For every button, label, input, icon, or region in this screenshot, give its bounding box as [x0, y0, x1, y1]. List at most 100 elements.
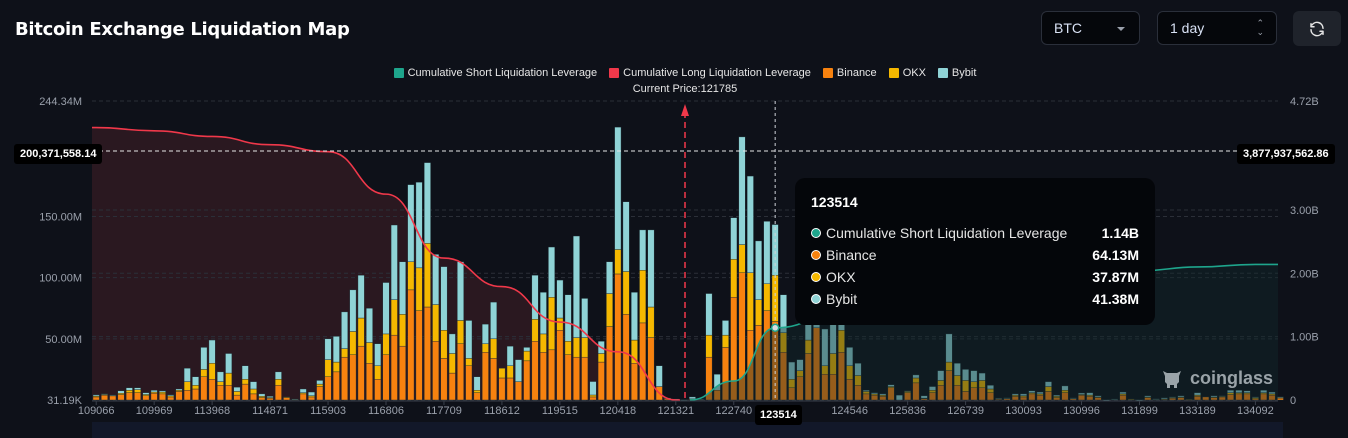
- bar-bybit[interactable]: [382, 282, 390, 335]
- bar-okx[interactable]: [556, 317, 564, 331]
- bar-bybit[interactable]: [1235, 390, 1243, 393]
- bar-bybit[interactable]: [1011, 393, 1019, 396]
- bar-bybit[interactable]: [481, 323, 489, 344]
- bar-binance[interactable]: [498, 377, 506, 401]
- bar-binance[interactable]: [225, 385, 233, 401]
- bar-bybit[interactable]: [606, 261, 613, 294]
- bar-bybit[interactable]: [987, 385, 994, 390]
- bar-okx[interactable]: [581, 337, 589, 358]
- bar-okx[interactable]: [448, 353, 456, 374]
- bar-bybit[interactable]: [274, 371, 282, 380]
- bar-binance[interactable]: [175, 391, 183, 401]
- bar-bybit[interactable]: [589, 381, 597, 396]
- bar-binance[interactable]: [490, 358, 498, 401]
- bar-binance[interactable]: [448, 372, 456, 401]
- bar-binance[interactable]: [407, 289, 415, 401]
- bar-okx[interactable]: [639, 270, 647, 324]
- bar-okx[interactable]: [382, 333, 390, 355]
- bar-binance[interactable]: [614, 273, 622, 401]
- bar-binance[interactable]: [390, 334, 398, 401]
- bar-okx[interactable]: [465, 358, 473, 366]
- bar-binance[interactable]: [233, 394, 241, 401]
- bar-bybit[interactable]: [556, 279, 564, 319]
- bar-bybit[interactable]: [1169, 396, 1177, 398]
- bar-binance[interactable]: [258, 397, 266, 401]
- bar-binance[interactable]: [1202, 396, 1210, 401]
- bar-binance[interactable]: [109, 395, 117, 401]
- bar-binance[interactable]: [101, 394, 108, 401]
- bar-bybit[interactable]: [780, 294, 787, 333]
- legend-item-long[interactable]: Cumulative Long Liquidation Leverage: [609, 67, 811, 79]
- bar-bybit[interactable]: [573, 235, 580, 338]
- bar-bybit[interactable]: [1086, 392, 1094, 396]
- bar-bybit[interactable]: [349, 289, 357, 332]
- bar-okx[interactable]: [366, 342, 373, 364]
- bar-bybit[interactable]: [324, 338, 332, 360]
- bar-binance[interactable]: [457, 343, 464, 401]
- bar-binance[interactable]: [589, 396, 597, 401]
- bar-bybit[interactable]: [639, 229, 647, 271]
- refresh-button[interactable]: [1293, 11, 1341, 46]
- bar-binance[interactable]: [266, 397, 274, 401]
- bar-binance[interactable]: [183, 390, 191, 401]
- legend-item-short[interactable]: Cumulative Short Liquidation Leverage: [393, 67, 597, 79]
- bar-bybit[interactable]: [879, 393, 887, 396]
- bar-bybit[interactable]: [357, 274, 365, 319]
- bar-bybit[interactable]: [531, 274, 539, 320]
- coin-select[interactable]: BTC: [1041, 11, 1140, 45]
- legend-item-binance[interactable]: Binance: [822, 67, 877, 79]
- bar-okx[interactable]: [589, 394, 597, 398]
- bar-binance[interactable]: [208, 378, 216, 401]
- bar-okx[interactable]: [473, 390, 481, 393]
- bar-binance[interactable]: [308, 396, 315, 401]
- bar-binance[interactable]: [647, 337, 655, 401]
- bar-bybit[interactable]: [920, 395, 928, 399]
- bar-bybit[interactable]: [1160, 397, 1168, 399]
- bar-okx[interactable]: [316, 383, 324, 387]
- bar-okx[interactable]: [432, 304, 440, 342]
- bar-okx[interactable]: [548, 297, 556, 351]
- bar-bybit[interactable]: [1069, 397, 1077, 399]
- bar-binance[interactable]: [117, 394, 125, 401]
- bar-bybit[interactable]: [490, 301, 498, 340]
- bar-okx[interactable]: [216, 381, 224, 386]
- bar-binance[interactable]: [531, 341, 539, 401]
- bar-bybit[interactable]: [159, 390, 166, 393]
- bar-bybit[interactable]: [1251, 396, 1259, 398]
- bar-bybit[interactable]: [581, 298, 589, 338]
- bar-bybit[interactable]: [117, 390, 125, 394]
- bar-binance[interactable]: [481, 352, 489, 401]
- bar-okx[interactable]: [250, 388, 257, 395]
- bar-bybit[interactable]: [763, 221, 771, 284]
- bar-okx[interactable]: [531, 319, 539, 342]
- bar-binance[interactable]: [374, 378, 382, 401]
- bar-bybit[interactable]: [101, 393, 108, 395]
- bar-bybit[interactable]: [713, 374, 721, 391]
- bar-bybit[interactable]: [1260, 390, 1268, 393]
- bar-okx[interactable]: [722, 334, 729, 348]
- bar-binance[interactable]: [125, 392, 133, 401]
- bar-bybit[interactable]: [614, 126, 622, 250]
- bar-binance[interactable]: [382, 354, 390, 401]
- bar-bybit[interactable]: [142, 392, 150, 395]
- bar-bybit[interactable]: [200, 347, 208, 370]
- bar-okx[interactable]: [159, 391, 166, 395]
- bar-bybit[interactable]: [1136, 399, 1143, 401]
- bar-bybit[interactable]: [730, 217, 738, 260]
- bar-binance[interactable]: [341, 356, 348, 401]
- bar-binance[interactable]: [440, 358, 448, 401]
- bar-okx[interactable]: [498, 367, 506, 379]
- bar-okx[interactable]: [440, 330, 448, 359]
- bar-bybit[interactable]: [1020, 393, 1027, 396]
- bar-okx[interactable]: [622, 271, 630, 315]
- bar-binance[interactable]: [283, 397, 291, 401]
- bar-okx[interactable]: [1127, 398, 1135, 400]
- bar-okx[interactable]: [606, 293, 613, 327]
- bar-binance[interactable]: [92, 396, 100, 401]
- bar-bybit[interactable]: [1061, 385, 1069, 391]
- bar-binance[interactable]: [159, 393, 166, 401]
- bar-binance[interactable]: [366, 363, 373, 401]
- bar-bybit[interactable]: [1094, 395, 1102, 398]
- bar-bybit[interactable]: [746, 175, 754, 273]
- bar-bybit[interactable]: [631, 292, 638, 341]
